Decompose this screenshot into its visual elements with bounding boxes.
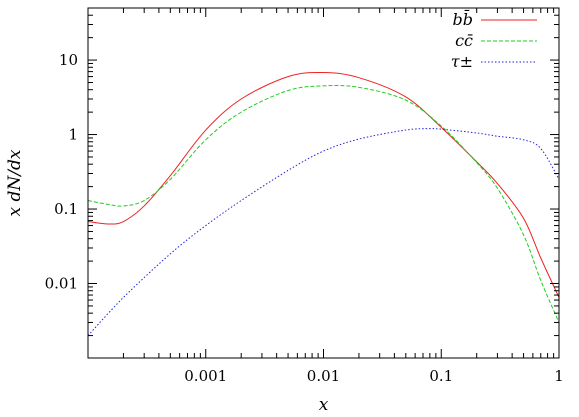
y-tick-label: 0.01 <box>45 275 78 293</box>
series-layer <box>87 71 560 336</box>
legend: bb̄ cc̄ τ± <box>451 8 537 71</box>
x-tick-label: 1 <box>554 367 564 385</box>
ticks-layer: 0.001 0.01 0.1 1 0.01 0.1 1 10 <box>45 7 564 385</box>
y-tick-label: 1 <box>68 126 78 144</box>
x-axis-label: x <box>319 395 329 415</box>
legend-label-2: cc̄ <box>455 31 473 50</box>
series-line-1 <box>87 71 560 298</box>
x-tick-label: 0.01 <box>307 367 340 385</box>
series-line-2 <box>87 85 560 323</box>
plot-frame <box>87 7 560 359</box>
y-axis-label: x dN/dx <box>5 149 25 216</box>
x-tick-label: 0.1 <box>429 367 453 385</box>
x-tick-label: 0.001 <box>184 367 227 385</box>
y-tick-label: 10 <box>59 51 78 69</box>
legend-label-1: bb̄ <box>453 8 473 29</box>
series-line-3 <box>87 128 560 336</box>
legend-label-3: τ± <box>451 52 473 71</box>
y-tick-label: 0.1 <box>54 200 78 218</box>
